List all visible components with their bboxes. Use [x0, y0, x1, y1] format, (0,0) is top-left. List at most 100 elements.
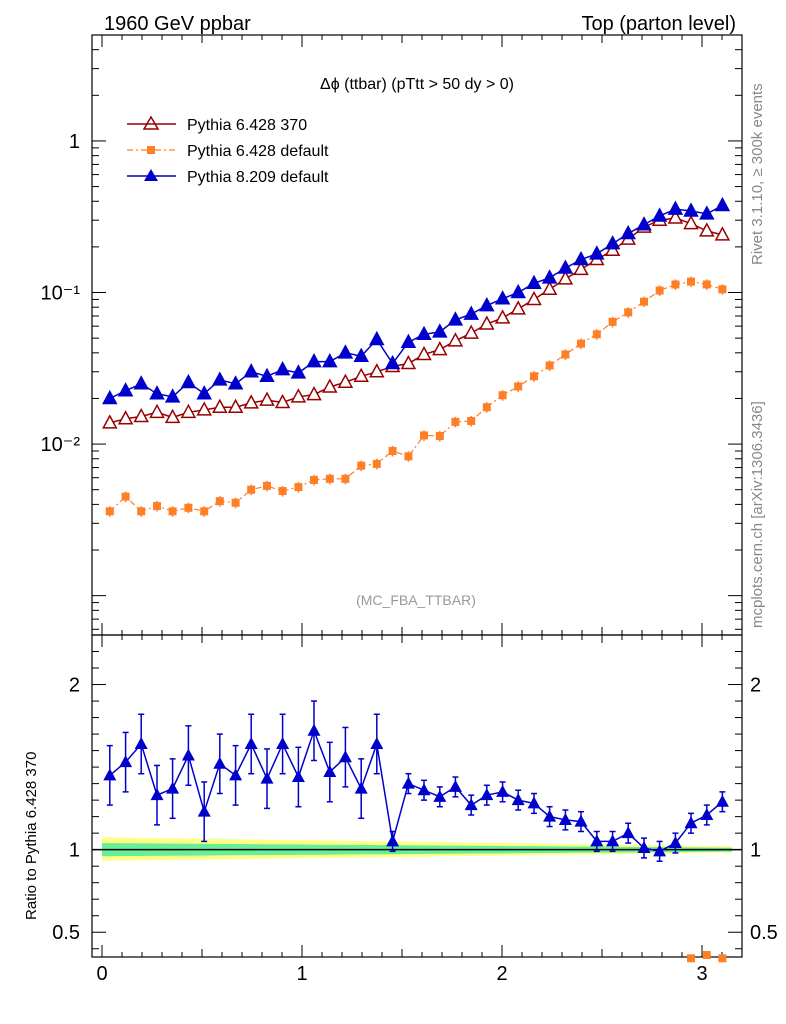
data-point-triangle: [353, 347, 369, 362]
data-point-square: [655, 286, 664, 295]
rivet-label: Rivet 3.1.10, ≥ 300k events: [749, 83, 766, 265]
y-tick-label-ratio: 0.5: [52, 922, 80, 944]
ratio-point-pythia8: [229, 768, 243, 781]
data-point-triangle: [526, 290, 542, 306]
data-point-triangle: [384, 354, 401, 370]
data-point-triangle: [416, 345, 432, 361]
data-point-triangle: [667, 209, 684, 224]
ratio-point-pythia8: [558, 812, 572, 825]
series-line-0: [109, 217, 723, 424]
data-point-square: [357, 461, 366, 470]
plot-title: Δϕ (ttbar) (pTtt > 50 dy > 0): [320, 76, 514, 93]
data-point-square: [278, 487, 287, 496]
data-point-square: [294, 483, 303, 492]
x-tick-label: 3: [696, 963, 707, 985]
data-point-triangle: [400, 333, 417, 348]
data-point-triangle: [573, 260, 589, 276]
data-point-triangle: [510, 283, 526, 299]
legend: Pythia 6.428 370 Pythia 6.428 default Py…: [127, 115, 329, 186]
data-point-triangle: [353, 367, 369, 383]
y-tick-label-ratio: 2: [69, 675, 80, 697]
data-point-square: [687, 277, 695, 286]
data-point-square: [592, 330, 601, 339]
data-point-triangle: [212, 398, 228, 413]
data-point-triangle: [133, 375, 149, 390]
ratio-point-pythia8: [338, 750, 352, 763]
legend-entry-pythia6-default: Pythia 6.428 default: [127, 143, 329, 160]
data-point-triangle: [227, 398, 244, 413]
data-point-triangle: [714, 196, 731, 212]
ratio-point-pythia8: [197, 804, 211, 817]
data-point-triangle: [212, 371, 228, 386]
data-point-square: [482, 403, 491, 412]
data-point-square: [247, 485, 256, 494]
data-point-square: [608, 317, 617, 326]
y-tick-label-ratio-right: 1: [750, 840, 761, 862]
data-point-triangle: [526, 274, 542, 290]
data-point-triangle: [494, 309, 511, 324]
ratio-axis-label: Ratio to Pythia 6.428 370: [23, 752, 40, 920]
data-point-square: [184, 503, 193, 512]
data-point-triangle: [447, 332, 464, 347]
data-point-square: [231, 498, 240, 507]
ratio-point-pythia8: [480, 788, 494, 801]
ratio-point-pythia8: [684, 816, 698, 829]
data-point-triangle: [322, 353, 338, 368]
data-point-triangle: [306, 386, 322, 401]
ratio-point-pythia8: [715, 794, 729, 807]
ratio-point-pythia8: [496, 784, 510, 797]
ratio-point-pythia8: [590, 834, 604, 847]
data-point-triangle: [479, 296, 495, 312]
data-point-triangle: [164, 408, 181, 424]
data-point-triangle: [494, 290, 511, 305]
data-point-triangle: [274, 393, 291, 409]
tick-labels: 0 1 2 3 1 10⁻¹ 10⁻² 0.5 0.5 1 1 2 2: [41, 131, 778, 985]
ratio-point-pythia8: [401, 776, 415, 789]
data-point-square: [624, 308, 633, 317]
x-tick-label: 0: [96, 963, 107, 985]
data-point-square: [153, 502, 161, 511]
data-point-triangle: [400, 354, 417, 370]
y-tick-label: 10⁻²: [41, 434, 81, 456]
data-point-triangle: [196, 385, 212, 400]
data-point-square: [702, 280, 711, 289]
legend-label-pythia6-370: Pythia 6.428 370: [187, 117, 307, 134]
ratio-point-pythia8: [370, 736, 384, 749]
data-point-triangle: [432, 341, 448, 356]
data-point-triangle: [463, 324, 479, 339]
ratio-point-pythia8: [134, 736, 148, 749]
data-point-triangle: [651, 207, 668, 222]
data-point-triangle: [557, 270, 574, 285]
data-point-square: [640, 297, 648, 306]
ratio-point-pythia8: [574, 814, 588, 827]
data-point-square: [467, 416, 476, 425]
data-point-triangle: [557, 259, 574, 274]
data-point-square: [105, 507, 114, 516]
ratio-line-pythia8: [109, 728, 723, 853]
ratio-point-pythia8: [150, 788, 164, 801]
data-point-square: [671, 280, 680, 289]
analysis-tag: (MC_FBA_TTBAR): [356, 592, 476, 608]
ratio-point-pythia8: [276, 736, 290, 749]
data-point-square: [561, 350, 570, 359]
data-point-triangle: [259, 391, 275, 406]
data-point-triangle: [416, 325, 432, 341]
ratio-point-pythia8: [464, 798, 478, 811]
data-point-triangle: [337, 344, 354, 359]
ratio-point-pythia8: [653, 844, 667, 857]
data-point-triangle: [133, 407, 149, 423]
ratio-point-pythia8: [166, 781, 180, 794]
data-point-square: [435, 432, 444, 441]
data-series: [102, 196, 731, 963]
series-line-2: [109, 204, 723, 400]
ratio-point-pythia8: [119, 755, 133, 768]
data-point-triangle: [604, 235, 621, 250]
data-point-triangle: [510, 300, 526, 315]
data-point-square: [577, 339, 585, 348]
data-point-triangle: [683, 202, 699, 217]
ratio-point-pythia6-default: [702, 951, 711, 959]
data-point-triangle: [541, 280, 558, 296]
mcplots-label: mcplots.cern.ch [arXiv:1306.3436]: [749, 401, 766, 628]
data-point-triangle: [432, 323, 448, 338]
data-point-triangle: [227, 375, 244, 390]
